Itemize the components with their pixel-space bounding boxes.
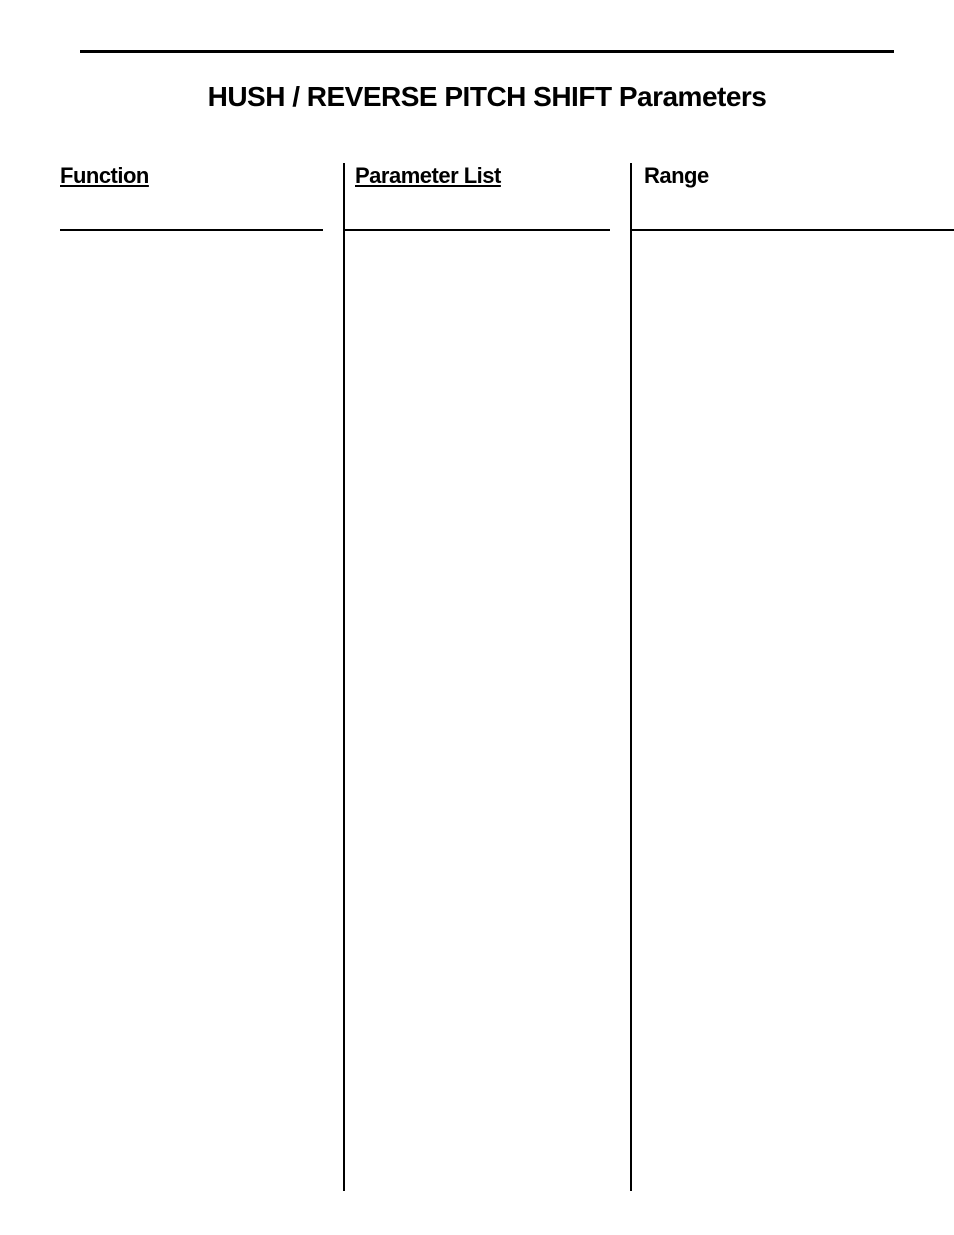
- page-title: HUSH / REVERSE PITCH SHIFT Parameters: [60, 81, 914, 113]
- column-header-parameter-list: Parameter List: [355, 163, 630, 229]
- column-range: Range: [630, 163, 914, 1191]
- column-range-rule: [632, 229, 954, 231]
- columns-container: Function Parameter List Range: [60, 163, 914, 1191]
- column-parameter-list-body: [355, 231, 630, 1191]
- column-function: Function: [60, 163, 343, 1191]
- column-function-rule: [60, 229, 323, 231]
- top-horizontal-rule: [80, 50, 894, 53]
- column-header-function: Function: [60, 163, 343, 229]
- page-container: HUSH / REVERSE PITCH SHIFT Parameters Fu…: [0, 0, 954, 1191]
- column-parameter-list: Parameter List: [343, 163, 630, 1191]
- column-header-range: Range: [644, 163, 914, 229]
